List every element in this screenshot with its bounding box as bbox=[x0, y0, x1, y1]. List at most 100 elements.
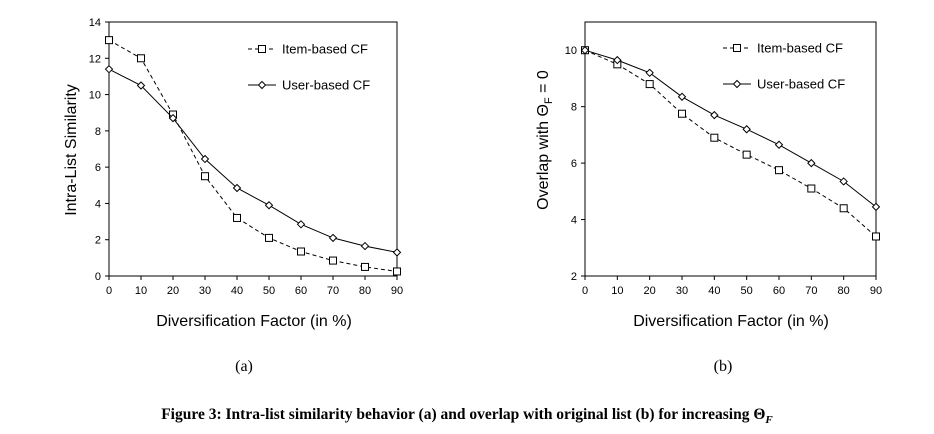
panel-label-b: (b) bbox=[714, 358, 733, 375]
y-tick-label: 14 bbox=[89, 17, 101, 29]
data-point bbox=[360, 241, 370, 251]
legend-a: Item-based CF User-based CF bbox=[248, 42, 370, 93]
y-tick-label: 10 bbox=[565, 45, 577, 57]
legend-marker bbox=[258, 45, 266, 53]
series-line-user-based bbox=[584, 49, 877, 208]
series-line-user-based bbox=[108, 68, 398, 253]
caption-main: Figure 3: Intra-list similarity behavior… bbox=[161, 406, 765, 423]
y-tick-label: 0 bbox=[95, 271, 101, 283]
x-axis-label-a: Diversification Factor (in %) bbox=[156, 313, 352, 330]
data-point bbox=[233, 213, 241, 222]
legend-marker bbox=[732, 79, 742, 89]
tick-group-b: 0 10 20 30 40 50 60 70 80 90 2 4 6 8 10 bbox=[565, 45, 882, 297]
data-point bbox=[361, 262, 369, 271]
data-point bbox=[329, 256, 337, 265]
figure-caption: Figure 3: Intra-list similarity behavior… bbox=[161, 406, 773, 426]
tick-group-a: 0 10 20 30 40 50 60 70 80 90 0 2 4 6 8 10 12 14 bbox=[89, 17, 403, 297]
x-tick-label: 50 bbox=[741, 285, 753, 297]
chart-panel-a: 0 10 20 30 40 50 60 70 80 90 0 2 4 6 8 10 12 14 Item-base… bbox=[63, 17, 403, 375]
data-point bbox=[807, 184, 816, 193]
data-point bbox=[775, 166, 783, 175]
chart-panel-b: 0 10 20 30 40 50 60 70 80 90 2 4 6 8 10 Item-based CF U… bbox=[535, 21, 882, 375]
data-point bbox=[232, 183, 242, 193]
legend-label: User-based CF bbox=[757, 77, 845, 92]
data-point bbox=[104, 64, 114, 74]
data-point bbox=[297, 247, 305, 256]
y-axis-label-b-suffix: = 0 bbox=[535, 70, 552, 97]
y-tick-label: 4 bbox=[95, 198, 101, 210]
legend-marker bbox=[257, 80, 267, 90]
data-point bbox=[136, 81, 146, 90]
x-tick-label: 70 bbox=[327, 285, 339, 297]
data-point bbox=[710, 110, 719, 120]
legend-label: Item-based CF bbox=[282, 42, 368, 57]
x-tick-label: 0 bbox=[106, 285, 112, 297]
x-tick-label: 10 bbox=[135, 285, 147, 297]
y-axis-label-b-main: Overlap with Θ bbox=[535, 104, 552, 210]
x-tick-label: 50 bbox=[263, 285, 275, 297]
data-point bbox=[201, 172, 209, 181]
x-tick-label: 30 bbox=[676, 285, 688, 297]
x-tick-label: 70 bbox=[805, 285, 817, 297]
x-tick-label: 60 bbox=[773, 285, 785, 297]
data-point bbox=[742, 125, 751, 134]
series-group-a bbox=[104, 36, 402, 276]
legend-b: Item-based CF User-based CF bbox=[723, 41, 845, 92]
data-point bbox=[807, 158, 816, 168]
data-point bbox=[265, 233, 273, 242]
y-axis-label-a: Intra-List Similarity bbox=[63, 84, 80, 216]
data-point bbox=[168, 113, 178, 123]
x-tick-label: 90 bbox=[391, 285, 403, 297]
data-point bbox=[677, 92, 687, 101]
series-group-b bbox=[580, 46, 881, 241]
data-point bbox=[678, 109, 686, 118]
data-point bbox=[392, 248, 402, 257]
x-tick-label: 40 bbox=[708, 285, 720, 297]
plot-frame-a bbox=[108, 21, 398, 277]
x-tick-label: 20 bbox=[644, 285, 656, 297]
y-tick-label: 6 bbox=[571, 158, 577, 170]
y-axis-label-b: Overlap with ΘF = 0 bbox=[535, 70, 555, 210]
x-tick-label: 30 bbox=[199, 285, 211, 297]
y-axis-label-b-sub: F bbox=[543, 97, 555, 104]
data-point bbox=[774, 140, 784, 149]
y-tick-label: 2 bbox=[95, 235, 101, 247]
data-point bbox=[264, 201, 274, 210]
panel-label-a: (a) bbox=[235, 358, 253, 375]
x-tick-label: 10 bbox=[611, 285, 623, 297]
y-tick-label: 4 bbox=[571, 215, 577, 227]
data-point bbox=[872, 232, 880, 241]
x-tick-label: 80 bbox=[359, 285, 371, 297]
plot-frame-b bbox=[584, 21, 877, 277]
x-tick-label: 80 bbox=[838, 285, 850, 297]
caption-subscript: F bbox=[764, 414, 773, 426]
y-tick-label: 8 bbox=[95, 126, 101, 138]
x-tick-label: 20 bbox=[167, 285, 179, 297]
y-tick-label: 12 bbox=[89, 53, 101, 65]
data-point bbox=[710, 133, 719, 142]
series-line-item-based bbox=[108, 39, 398, 272]
legend-marker bbox=[733, 44, 741, 52]
data-point bbox=[871, 202, 881, 212]
x-tick-label: 90 bbox=[870, 285, 882, 297]
y-tick-label: 10 bbox=[89, 90, 101, 102]
x-tick-label: 60 bbox=[295, 285, 307, 297]
data-point bbox=[105, 36, 113, 45]
data-point bbox=[393, 267, 401, 276]
data-point bbox=[296, 220, 306, 229]
y-tick-label: 6 bbox=[95, 162, 101, 174]
data-point bbox=[839, 204, 848, 213]
data-point bbox=[645, 80, 654, 89]
x-axis-label-b: Diversification Factor (in %) bbox=[633, 313, 829, 330]
data-point bbox=[645, 68, 654, 78]
legend-label: Item-based CF bbox=[757, 41, 843, 56]
x-tick-label: 40 bbox=[231, 285, 243, 297]
x-tick-label: 0 bbox=[582, 285, 588, 297]
data-point bbox=[613, 55, 622, 65]
series-line-item-based bbox=[584, 49, 877, 237]
data-point bbox=[580, 46, 590, 55]
data-point bbox=[839, 177, 848, 186]
data-point bbox=[200, 154, 210, 164]
data-point bbox=[137, 54, 145, 63]
